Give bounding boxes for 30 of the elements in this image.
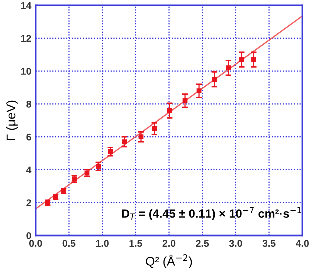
y-tick-label: 6 (26, 134, 32, 141)
point (212, 77, 218, 82)
x-tick-label: 4.0 (296, 240, 309, 248)
point (240, 57, 244, 62)
y-tick-label: 8 (26, 100, 32, 108)
y-tick-label: 10 (22, 68, 32, 75)
y-tick-label: 4 (26, 166, 32, 174)
y-tick-label: 0 (26, 232, 32, 240)
point (138, 134, 144, 140)
x-tick-label: 1.0 (96, 240, 109, 248)
y-tick-label: 12 (22, 35, 32, 42)
x-tick-label: 0.0 (30, 240, 42, 248)
point (152, 126, 158, 132)
x-axis-title: Q² (Å$^{−2}$) (146, 254, 192, 268)
x-tick-label: 1.5 (130, 240, 142, 248)
x-tick-label: 0.5 (62, 240, 76, 248)
point (252, 57, 256, 62)
x-tick-label: 3.5 (262, 240, 276, 248)
x-tick-label: 3.0 (229, 240, 242, 248)
point (167, 108, 172, 114)
point (182, 98, 188, 104)
y-tick-label: 14 (22, 2, 32, 10)
y-axis-title: Γ (μeV) (6, 100, 18, 140)
point (226, 66, 232, 70)
point (196, 88, 202, 94)
annotation: D$_{T}$ = (4.45 ± 0.11) × 10$^{−7}$ cm²·s$^{−1}$ (122, 207, 302, 220)
x-tick-label: 2.5 (196, 240, 210, 248)
y-tick-label: 2 (26, 200, 32, 206)
x-tick-label: 2.0 (162, 240, 176, 248)
point (122, 140, 128, 144)
